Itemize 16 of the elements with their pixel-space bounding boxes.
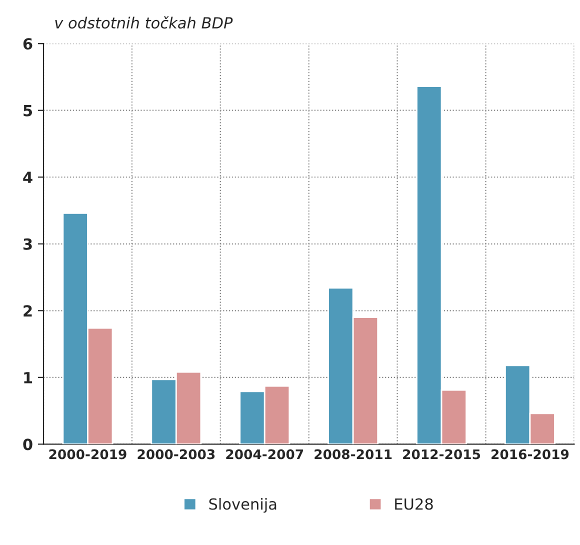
- x-tick-label: 2000-2019: [49, 449, 126, 460]
- y-tick-label: 4: [23, 172, 32, 183]
- y-tick-label: 3: [23, 238, 32, 250]
- y-tick-label: 1: [24, 372, 32, 384]
- x-tick-label: 2012-2015: [403, 449, 480, 460]
- y-tick-label: 0: [23, 438, 32, 450]
- chart-title: v odstotnih točkah BDP: [55, 16, 233, 29]
- y-tick-label: 6: [23, 38, 32, 50]
- x-tick-label: 2004-2007: [226, 449, 304, 460]
- legend-label: EU28: [395, 498, 433, 510]
- x-tick-label: 2016-2019: [492, 449, 569, 460]
- x-tick-label: 2008-2011: [314, 449, 392, 460]
- x-tick-label: 2000-2003: [138, 449, 215, 460]
- legend-label: Slovenija: [209, 498, 276, 513]
- y-tick-label: 5: [24, 105, 32, 116]
- y-tick-label: 2: [24, 305, 32, 316]
